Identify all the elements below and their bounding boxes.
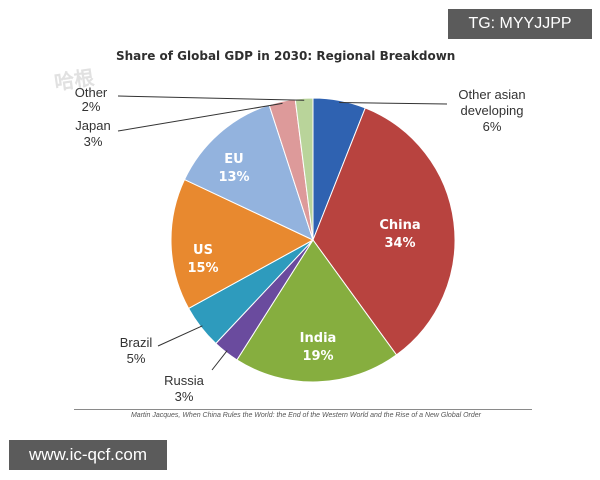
slice-label-japan: Japan: [75, 118, 110, 133]
overlay-watermark: 哈根: [52, 65, 96, 95]
slice-label-brazil: Brazil: [120, 335, 153, 350]
slice-label-russia: Russia: [164, 373, 205, 388]
leader-line-other-asian-developing: [339, 102, 448, 105]
slice-value-other: 2%: [82, 99, 101, 114]
slice-value-japan: 3%: [84, 134, 103, 149]
pie-slice-china: [312, 107, 456, 356]
pie-slice-other: [294, 97, 314, 241]
slice-label-other: Other: [75, 85, 108, 100]
slice-label-china: China: [379, 218, 420, 233]
slice-label-eu: EU: [224, 152, 243, 167]
slice-label-other-asian-developing-line-2: developing: [461, 103, 524, 118]
pie-slice-us: [170, 178, 315, 310]
slice-label-us: US: [193, 243, 213, 258]
slice-label-india: India: [300, 331, 337, 346]
leader-line-other: [117, 95, 305, 101]
slice-label-other-asian-developing-line-1: Other asian: [458, 87, 525, 102]
slice-value-brazil: 5%: [127, 351, 146, 366]
watermark-bottom-left: www.ic-qcf.com: [9, 440, 167, 470]
leader-line-japan: [117, 102, 283, 132]
chart-source: Martin Jacques, When China Rules the Wor…: [130, 412, 482, 419]
slice-value-india: 19%: [302, 349, 333, 364]
slice-value-russia: 3%: [175, 389, 194, 404]
slice-value-other-asian-developing: 6%: [483, 119, 502, 134]
slice-value-us: 15%: [187, 261, 218, 276]
leader-line-brazil: [157, 325, 203, 347]
watermark-top-right: TG: MYYJJPP: [448, 9, 592, 39]
slice-value-china: 34%: [384, 236, 415, 251]
pie-slice-india: [236, 239, 398, 383]
source-divider: [74, 409, 532, 410]
slice-value-eu: 13%: [218, 170, 249, 185]
chart-title: Share of Global GDP in 2030: Regional Br…: [116, 49, 456, 63]
leader-line-russia: [211, 350, 228, 371]
